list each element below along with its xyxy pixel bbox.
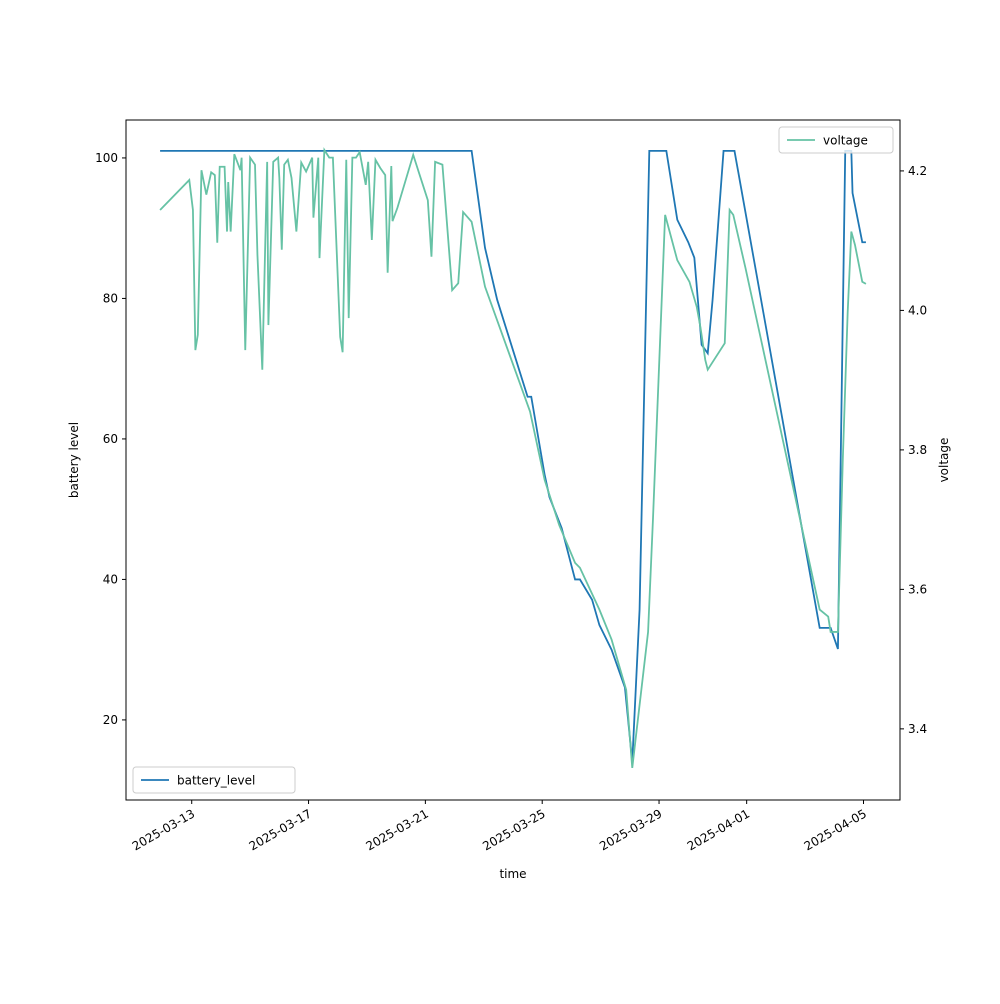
legend-box: [132, 766, 296, 794]
y-tick-label: 60: [103, 432, 118, 446]
legend-box: [778, 126, 894, 154]
y-axis-label: battery level: [67, 422, 81, 498]
legend-label: voltage: [823, 134, 868, 148]
y2-tick-label: 3.8: [908, 443, 927, 457]
y2-tick-label: 3.6: [908, 582, 927, 596]
legend-label: battery_level: [177, 774, 255, 788]
y-tick-label: 40: [103, 572, 118, 586]
y-tick-label: 80: [103, 291, 118, 305]
y2-tick-label: 3.4: [908, 722, 927, 736]
y-tick-label: 100: [95, 151, 118, 165]
plot-frame: [125, 119, 901, 801]
y2-tick-label: 4.0: [908, 303, 927, 317]
y2-axis-label: voltage: [937, 438, 951, 483]
y-tick-label: 20: [103, 713, 118, 727]
series-line: [159, 147, 867, 769]
series-line: [160, 150, 866, 763]
y2-tick-label: 4.2: [908, 164, 927, 178]
x-axis-label: time: [499, 867, 526, 881]
